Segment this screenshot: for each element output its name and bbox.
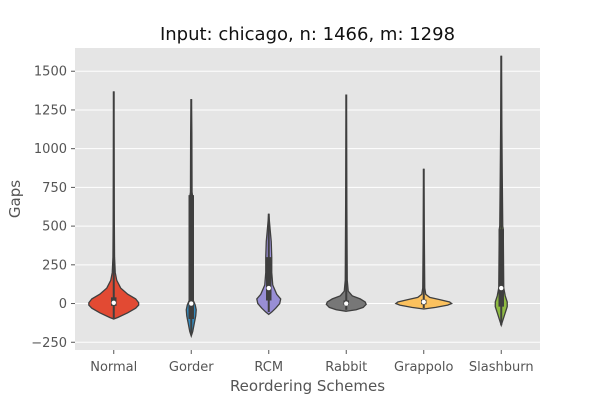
- y-tick-label: 750: [42, 181, 67, 196]
- x-tick-label: Normal: [90, 360, 137, 375]
- plot-background: [75, 48, 540, 350]
- x-axis-title: Reordering Schemes: [230, 377, 385, 395]
- median-marker: [344, 301, 349, 306]
- y-tick-label: 1250: [34, 103, 67, 118]
- median-marker: [499, 285, 504, 291]
- x-tick-label: Rabbit: [325, 360, 367, 375]
- y-tick-label: 500: [42, 220, 67, 235]
- y-axis-title: Gaps: [6, 180, 24, 218]
- x-tick-label: Gorder: [169, 360, 214, 375]
- violin-slashburn: [494, 55, 508, 328]
- y-tick-label: 1000: [34, 142, 67, 157]
- x-tick-labels: Normal Gorder RCM Rabbit Grappolo Slashburn: [90, 350, 534, 375]
- violin-gorder: [185, 99, 197, 339]
- violin-grappolo: [394, 168, 453, 310]
- y-tick-label: −250: [31, 336, 67, 351]
- violins: [88, 55, 508, 339]
- x-tick-label: RCM: [254, 360, 283, 375]
- x-tick-label: Grappolo: [394, 360, 453, 375]
- y-tick-label: 1500: [34, 65, 67, 80]
- x-tick-label: Slashburn: [469, 360, 534, 375]
- median-marker: [189, 301, 194, 306]
- median-marker: [266, 285, 271, 291]
- y-tick-labels: −250 0 250 500 750 1000 1250 1500: [31, 65, 75, 351]
- violin-rcm: [256, 213, 282, 316]
- y-tick-label: 250: [42, 258, 67, 273]
- chart-title: Input: chicago, n: 1466, m: 1298: [160, 24, 455, 45]
- median-marker: [421, 299, 426, 305]
- y-tick-label: 0: [59, 297, 67, 312]
- grid-lines: [75, 70, 540, 343]
- median-marker: [111, 300, 116, 305]
